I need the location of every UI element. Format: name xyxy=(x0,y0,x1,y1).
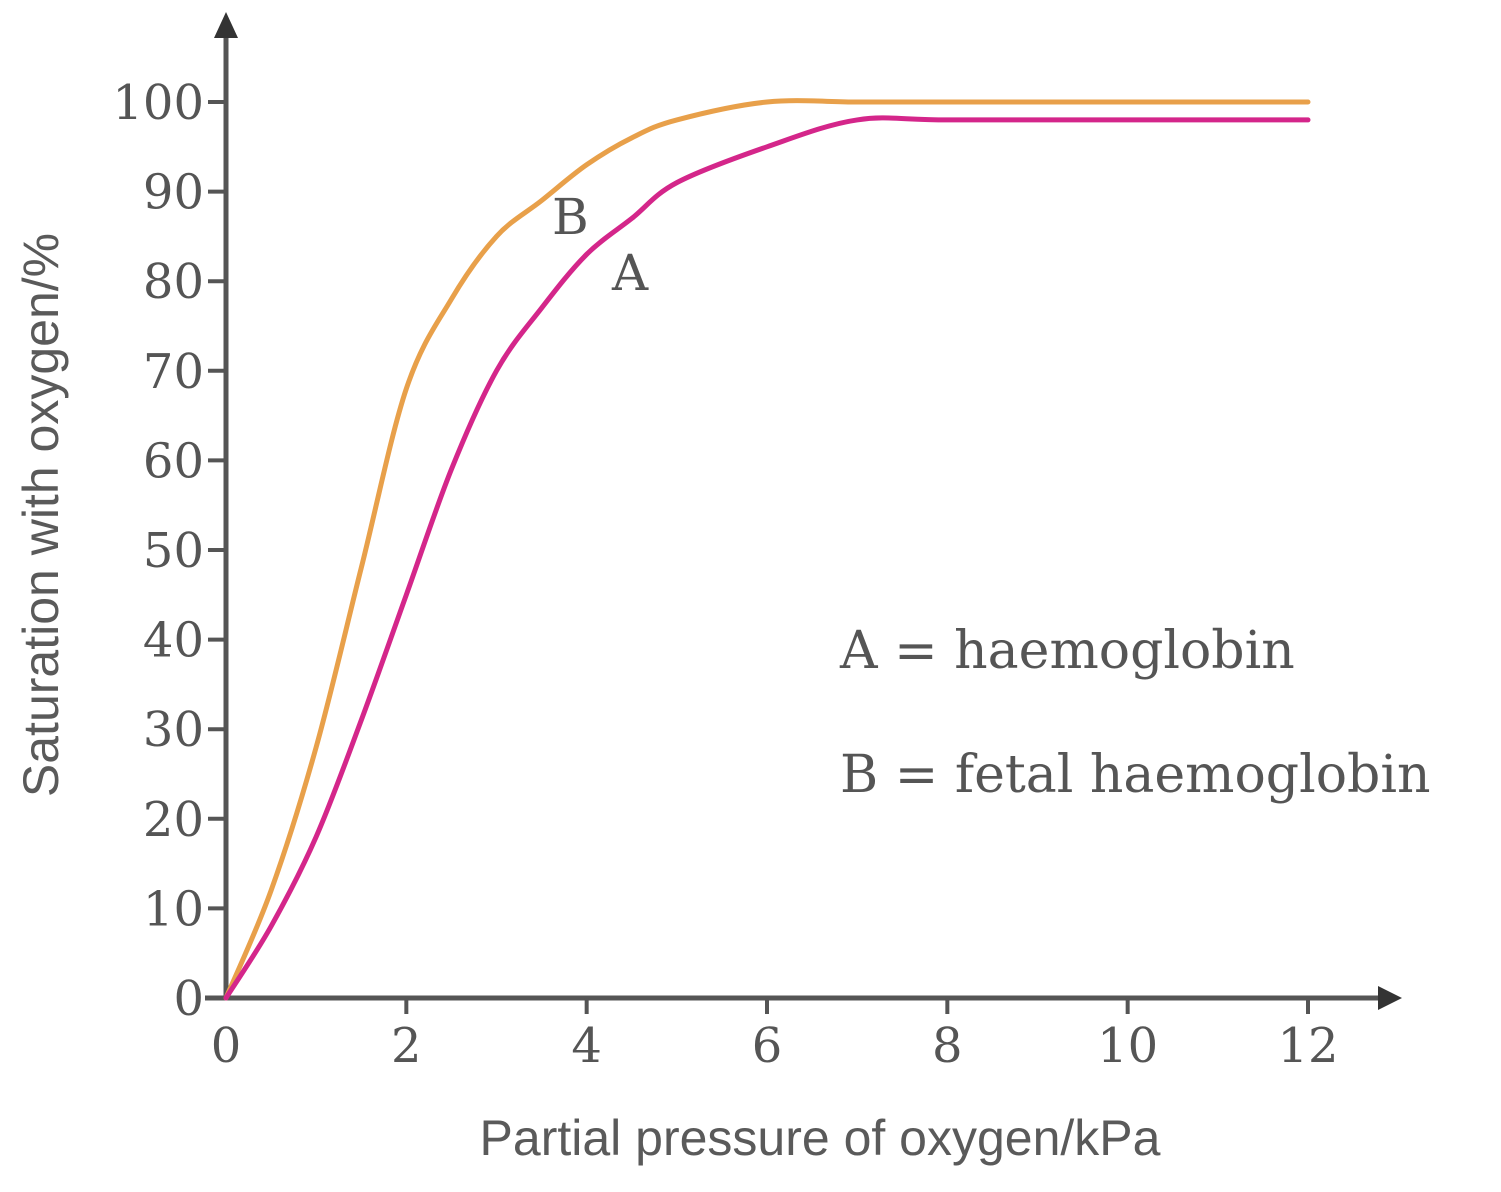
x-tick-label: 10 xyxy=(1097,1018,1158,1074)
x-ticks: 0 2 4 6 8 10 12 xyxy=(211,998,1339,1074)
x-tick-label: 12 xyxy=(1277,1018,1338,1074)
y-axis: 0 10 20 30 40 50 60 70 80 90 100 xyxy=(112,12,238,1027)
y-axis-title: Saturation with oxygen/% xyxy=(13,233,69,797)
x-axis-title: Partial pressure of oxygen/kPa xyxy=(480,1110,1161,1166)
y-tick-label: 0 xyxy=(173,971,204,1027)
x-tick-label: 4 xyxy=(571,1018,602,1074)
x-tick-label: 6 xyxy=(752,1018,783,1074)
x-axis-arrow-icon xyxy=(1378,986,1402,1010)
curve-fetal-haemoglobin xyxy=(223,98,1311,1001)
x-tick-label: 0 xyxy=(211,1018,242,1074)
y-tick-label: 40 xyxy=(143,613,204,669)
y-tick-label: 60 xyxy=(143,433,204,489)
legend: A = haemoglobin B = fetal haemoglobin xyxy=(839,621,1430,805)
curve-label-a: A xyxy=(611,244,649,302)
y-tick-label: 10 xyxy=(143,881,204,937)
x-tick-label: 2 xyxy=(391,1018,422,1074)
y-axis-arrow-icon xyxy=(214,12,238,38)
y-ticks: 0 10 20 30 40 50 60 70 80 90 100 xyxy=(112,75,226,1027)
curve-haemoglobin xyxy=(223,115,1311,1001)
y-tick-label: 100 xyxy=(112,75,204,131)
x-axis: 0 2 4 6 8 10 12 xyxy=(205,986,1402,1074)
legend-item-a: A = haemoglobin xyxy=(839,621,1295,681)
y-tick-label: 30 xyxy=(143,702,204,758)
y-tick-label: 90 xyxy=(143,165,204,221)
legend-item-b: B = fetal haemoglobin xyxy=(840,745,1430,805)
y-tick-label: 20 xyxy=(143,792,204,848)
curve-label-b: B xyxy=(552,188,589,246)
x-tick-label: 8 xyxy=(932,1018,963,1074)
y-tick-label: 50 xyxy=(143,523,204,579)
y-tick-label: 70 xyxy=(143,344,204,400)
y-tick-label: 80 xyxy=(143,254,204,310)
